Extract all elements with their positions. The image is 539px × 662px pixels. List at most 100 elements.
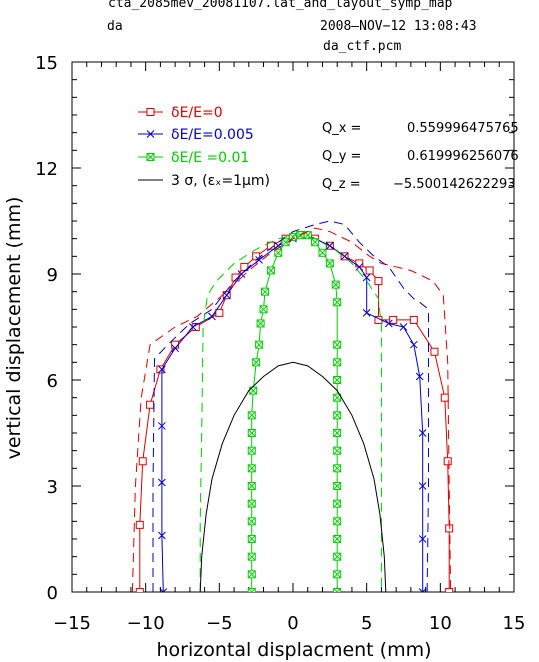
data-point-series-de005-cross [158, 478, 166, 487]
data-point-series-de01-cross [333, 411, 342, 420]
series-de005-dashed [152, 220, 429, 592]
data-point-series-de01-cross [274, 248, 283, 257]
legend-sample-marker-cross [146, 153, 155, 161]
data-point-series-de005-cross [355, 263, 364, 271]
plot-frame [71, 61, 515, 593]
data-point-series-de005-cross [255, 256, 263, 264]
data-point-series-de005-cross [362, 309, 371, 317]
data-point-series-de005-cross [171, 344, 179, 353]
x-tick-label: −10 [127, 613, 165, 634]
series-de005-dashed-group [152, 220, 429, 592]
data-point-series-de0 [135, 588, 144, 592]
x-tick-label: 10 [429, 613, 452, 634]
qy-value: 0.619996256076 [407, 149, 519, 164]
legend-samples [138, 108, 163, 181]
data-point-series-de01-cross [247, 499, 256, 508]
data-point-series-de01-cross [261, 287, 269, 296]
legend-sample-marker [146, 108, 155, 116]
data-point-series-de01-cross [333, 535, 342, 543]
legend-sample-marker-cross [146, 130, 155, 138]
data-point-series-de005-cross [158, 365, 166, 374]
data-point-series-de005-cross [362, 273, 371, 282]
x-tick-label: −5 [206, 613, 233, 634]
data-point-series-de0 [146, 400, 155, 409]
data-point-series-de005-cross [418, 535, 427, 543]
data-point-series-de0 [355, 259, 364, 268]
data-point-series-de0 [430, 347, 439, 356]
data-point-series-de005-cross [188, 323, 197, 331]
data-point-series-de005-cross [340, 252, 349, 261]
data-point-series-de0 [443, 457, 452, 466]
data-point-series-de0 [374, 277, 383, 286]
data-point-series-de01-cross [333, 340, 342, 349]
series-de005-line [161, 234, 424, 592]
data-point-series-de01-cross [247, 517, 256, 526]
data-point-series-de005-cross [384, 319, 393, 328]
data-point-series-de01-cross [333, 499, 342, 508]
qx-value: 0.559996475765 [407, 121, 519, 136]
data-point-series-de005-cross [158, 531, 166, 540]
data-point-series-de01-cross [333, 298, 342, 307]
data-point-series-de01-cross [267, 266, 275, 275]
data-point-series-de01-cross [247, 464, 256, 473]
data-point-series-de0 [138, 457, 147, 466]
y-tick-label: 9 [47, 265, 58, 286]
y-tick-label: 3 [47, 477, 58, 498]
data-point-series-de01-cross [333, 376, 342, 384]
data-point-series-de005-cross [274, 241, 283, 250]
data-point-series-de01-cross [289, 233, 297, 241]
data-point-series-de01-cross [247, 411, 256, 420]
qy-label: Q_y = [322, 149, 361, 164]
qz-value: −5.500142622293 [393, 177, 516, 192]
header-label-right: da_ctf.pcm [323, 39, 402, 54]
data-point-series-de01-cross [333, 429, 342, 437]
data-point-series-de01-cross [333, 570, 342, 579]
data-point-series-de0 [365, 266, 374, 275]
qx-label: Q_x = [322, 121, 361, 136]
data-point-series-de01 [333, 588, 342, 592]
data-point-series-de0 [445, 588, 454, 592]
header-file: cta_2085mev_20081107.lat_and_layout_symp… [108, 0, 453, 11]
data-point-series-de01-cross [247, 552, 256, 561]
series-de01-dashed-group [199, 234, 382, 592]
data-point-series-de005-cross [418, 588, 427, 592]
y-tick-label: 0 [47, 583, 58, 604]
data-point-series-de01 [247, 588, 256, 592]
data-point-series-de01-cross [325, 259, 334, 268]
data-point-series-de005-cross [158, 422, 166, 430]
data-point-series-de01-cross [331, 280, 340, 289]
series-de0-line [139, 234, 450, 592]
series-de005-line-group [158, 231, 427, 592]
y-tick-label: 6 [47, 371, 58, 392]
x-tick-label: 15 [503, 613, 526, 634]
tunes-annotation: Q_x = 0.559996475765 Q_y = 0.61999625607… [322, 121, 519, 192]
series-3sigma-ellipse [199, 361, 387, 592]
tick-labels: −15 −10 −5 0 5 10 15 0 3 6 9 12 15 [35, 53, 525, 634]
legend-label-de0: δE/E=0 [171, 105, 223, 121]
data-point-series-de01-cross [333, 482, 342, 490]
data-point-series-de005-cross [325, 241, 334, 250]
x-axis-label: horizontal displacment (mm) [156, 639, 431, 661]
data-point-series-de005-cross [409, 340, 418, 349]
series-de01-line-group [247, 231, 342, 592]
data-point-series-de005-cross [418, 429, 427, 437]
data-point-series-de01-cross [247, 446, 256, 455]
data-point-series-de0 [389, 315, 398, 324]
data-point-series-de0 [135, 520, 144, 529]
data-point-series-de01-cross [255, 340, 263, 349]
data-point-series-de01-cross [333, 446, 342, 455]
data-point-series-de01-cross [311, 238, 319, 247]
data-point-series-de01-cross [259, 305, 268, 314]
series-de0-dashed [131, 227, 452, 592]
data-point-series-de01-cross [247, 482, 256, 490]
legend: δE/E=0 δE/E=0.005 δE/E =0.01 3 σ, (εₓ=1μ… [138, 105, 270, 189]
data-point-series-de01-cross [333, 464, 342, 473]
data-point-series-de005-cross [159, 588, 168, 592]
series-de01-dashed [199, 234, 382, 592]
data-point-series-de01-cross [247, 429, 256, 437]
axis-ticks [71, 61, 515, 593]
legend-label-3sigma: 3 σ, (εₓ=1μm) [171, 173, 270, 189]
data-point-series-de01-cross [281, 238, 290, 247]
data-point-series-de0 [215, 308, 224, 317]
x-tick-label: 0 [287, 613, 298, 634]
